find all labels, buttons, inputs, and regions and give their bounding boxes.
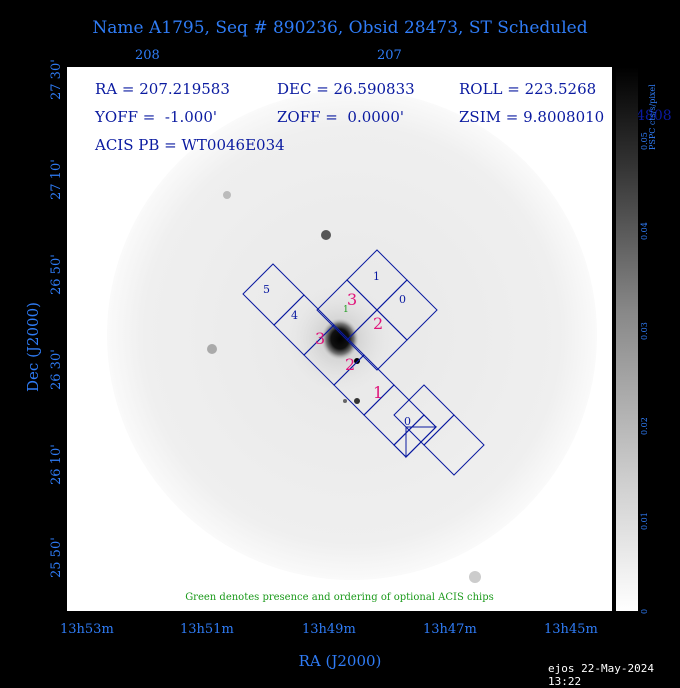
footer-stamp: ejos 22-May-2024 13:22 (548, 662, 654, 688)
cb-tick-001: 0.01 (640, 512, 649, 530)
x-axis-label: RA (J2000) (298, 652, 382, 670)
chip-label-4: 4 (291, 309, 298, 322)
roll-readout: ROLL = 223.5268 (459, 80, 597, 98)
cb-tick-0: 0 (640, 608, 649, 614)
cb-tick-002: 0.02 (640, 417, 649, 435)
dec-tick-4: 26 30' (49, 349, 64, 390)
zsim-overflow: 4808 (636, 108, 672, 124)
ra-tick-5: 13h45m (544, 622, 598, 637)
colorbar-label: PSPC cts/s/pixel (648, 84, 657, 150)
dec-tick-3: 26 50' (49, 254, 64, 295)
ra-tick-3: 13h49m (302, 622, 356, 637)
point-source (354, 398, 360, 404)
yoff-readout: YOFF = -1.000' (95, 108, 218, 126)
chip-mark-1: 1 (373, 383, 383, 402)
chip-mark-3b: 3 (315, 329, 325, 348)
chip-label-5: 5 (263, 283, 270, 296)
acis-s-array (393, 414, 437, 458)
ra-readout: RA = 207.219583 (95, 80, 230, 98)
ra-tick-2: 13h51m (180, 622, 234, 637)
top-tick-207: 207 (377, 48, 402, 63)
chip-mark-3a: 3 (347, 290, 357, 309)
dec-tick-5: 26 10' (49, 444, 64, 485)
chip-s-extra (393, 414, 437, 458)
ra-tick-4: 13h47m (423, 622, 477, 637)
chip-label-1: 1 (373, 270, 380, 283)
cb-tick-003: 0.03 (640, 322, 649, 340)
zoff-readout: ZOFF = 0.0000' (277, 108, 405, 126)
cb-tick-005: 0.05 (640, 132, 649, 150)
dec-tick-1: 27 30' (49, 59, 64, 100)
point-source (343, 399, 347, 403)
point-source (354, 358, 360, 364)
optional-chip-mark: 1 (343, 305, 349, 315)
colorbar (616, 67, 638, 611)
dec-readout: DEC = 26.590833 (277, 80, 415, 98)
y-axis-label: Dec (J2000) (24, 302, 42, 392)
sky-field: 5 4 1 0 0 3 3 2 2 1 1 (107, 90, 597, 583)
cb-tick-004: 0.04 (640, 222, 649, 240)
cluster-core (320, 317, 360, 361)
point-source (207, 344, 217, 354)
point-source (321, 230, 331, 240)
acis-s-tail (393, 384, 485, 476)
acis-readout: ACIS PB = WT0046E034 (95, 136, 285, 154)
top-tick-208: 208 (135, 48, 160, 63)
dec-tick-6: 25 50' (49, 537, 64, 578)
point-source (469, 571, 481, 583)
chip-m2 (346, 309, 408, 371)
optional-chips-note: Green denotes presence and ordering of o… (185, 592, 494, 603)
chip-mark-2a: 2 (373, 314, 383, 333)
point-source (223, 191, 231, 199)
chip-label-s0: 0 (404, 415, 411, 428)
zsim-readout: ZSIM = 9.8008010 (459, 108, 605, 126)
plot-title: Name A1795, Seq # 890236, Obsid 28473, S… (92, 18, 588, 38)
dec-tick-2: 27 10' (49, 159, 64, 200)
chip-label-0: 0 (399, 293, 406, 306)
chip-s0-alt (423, 414, 485, 476)
ra-tick-1: 13h53m (60, 622, 114, 637)
chip-mark-2b: 2 (345, 355, 355, 374)
sky-image: 5 4 1 0 0 3 3 2 2 1 1 RA = 207.219583 DE… (67, 67, 612, 611)
